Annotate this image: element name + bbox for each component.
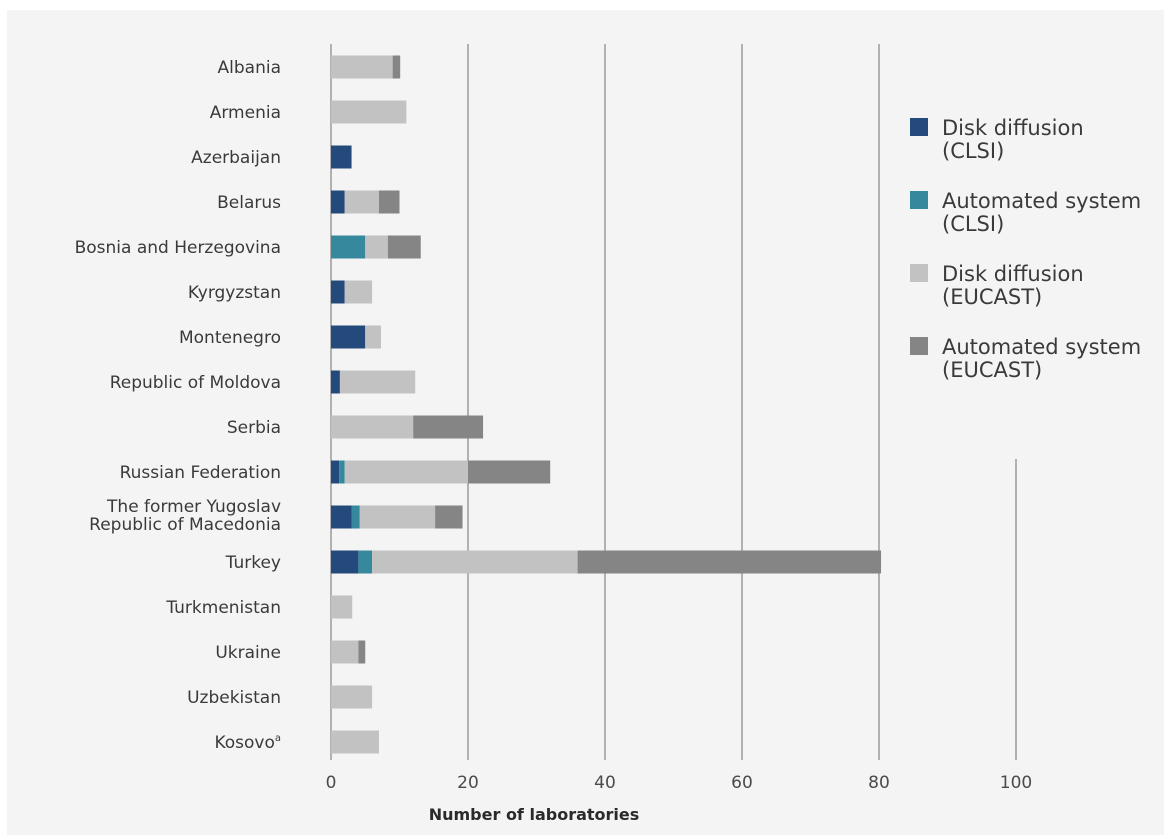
bar-segment bbox=[331, 190, 345, 214]
legend-label: Disk diffusion (CLSI) bbox=[942, 116, 1084, 163]
category-label: Albania bbox=[218, 58, 281, 78]
bar-segment bbox=[331, 595, 353, 619]
gridlines bbox=[330, 44, 1017, 760]
category-label: Turkmenistan bbox=[165, 598, 281, 618]
bar-segment bbox=[331, 460, 340, 484]
category-label: Kyrgyzstan bbox=[188, 283, 281, 303]
bar-segment bbox=[365, 325, 382, 349]
category-labels: Albania Armenia Azerbaijan Belarus Bosnia an… bbox=[75, 58, 282, 753]
legend: Disk diffusion (CLSI) Automated system (CLS… bbox=[910, 116, 1141, 382]
x-tick-label: 40 bbox=[594, 773, 616, 793]
category-label: Bosnia and Herzegovina bbox=[75, 238, 281, 258]
bar-segment bbox=[331, 370, 340, 394]
bar-segment bbox=[331, 100, 407, 124]
bar-segment bbox=[577, 550, 882, 574]
bar-segment bbox=[344, 460, 468, 484]
bar-segment bbox=[331, 550, 359, 574]
legend-swatch bbox=[910, 337, 928, 355]
bar-segment bbox=[339, 460, 345, 484]
bar-segment bbox=[331, 325, 366, 349]
legend-swatch bbox=[910, 191, 928, 209]
category-label: Uzbekistan bbox=[187, 688, 281, 708]
x-tick-label: 0 bbox=[326, 773, 337, 793]
bar-segment bbox=[331, 685, 373, 709]
bar-segment bbox=[365, 235, 388, 259]
legend-swatch bbox=[910, 264, 928, 282]
bar-segment bbox=[344, 280, 373, 304]
category-label: The former Yugoslav Republic of Macedonia bbox=[89, 497, 281, 535]
category-label: Russian Federation bbox=[120, 463, 281, 483]
bar-segment bbox=[331, 730, 379, 754]
category-label: Republic of Moldova bbox=[110, 373, 281, 393]
category-label: Serbia bbox=[227, 418, 281, 438]
category-label: Montenegro bbox=[179, 328, 281, 348]
bar-segment bbox=[358, 640, 366, 664]
bar-segment bbox=[392, 55, 401, 79]
bar-segment bbox=[351, 505, 360, 529]
bar-segment bbox=[378, 190, 400, 214]
legend-swatch bbox=[910, 118, 928, 136]
bar-segment bbox=[372, 550, 578, 574]
bar-segment bbox=[468, 460, 551, 484]
bar-segment bbox=[435, 505, 463, 529]
x-tick-labels: 0 20 40 60 80 100 bbox=[326, 773, 1033, 793]
bar-segment bbox=[331, 640, 359, 664]
x-tick-label: 60 bbox=[731, 773, 753, 793]
bar-segment bbox=[331, 280, 345, 304]
bar-segment bbox=[331, 235, 366, 259]
x-tick-label: 80 bbox=[868, 773, 890, 793]
category-label: Armenia bbox=[210, 103, 281, 123]
bar-segment bbox=[331, 415, 414, 439]
x-axis-title: Number of laboratories bbox=[429, 805, 640, 824]
bars bbox=[331, 55, 882, 754]
bar-segment bbox=[413, 415, 484, 439]
legend-label: Disk diffusion (EUCAST) bbox=[942, 262, 1084, 309]
x-tick-label: 100 bbox=[1000, 773, 1032, 793]
bar-segment bbox=[344, 190, 379, 214]
category-label: Kosovoa bbox=[214, 733, 281, 753]
category-label: Belarus bbox=[217, 193, 281, 213]
category-label: Azerbaijan bbox=[191, 148, 281, 168]
bar-segment bbox=[387, 235, 421, 259]
legend-label: Automated system (EUCAST) bbox=[942, 335, 1141, 382]
x-tick-label: 20 bbox=[457, 773, 479, 793]
bar-segment bbox=[358, 550, 373, 574]
bar-segment bbox=[339, 370, 416, 394]
legend-label: Automated system (CLSI) bbox=[942, 189, 1141, 236]
bar-segment bbox=[331, 505, 352, 529]
chart-panel bbox=[7, 10, 1164, 835]
category-label: Ukraine bbox=[215, 643, 281, 663]
category-label: Turkey bbox=[225, 553, 281, 573]
bar-segment bbox=[359, 505, 436, 529]
bar-segment bbox=[331, 55, 393, 79]
bar-segment bbox=[331, 145, 352, 169]
